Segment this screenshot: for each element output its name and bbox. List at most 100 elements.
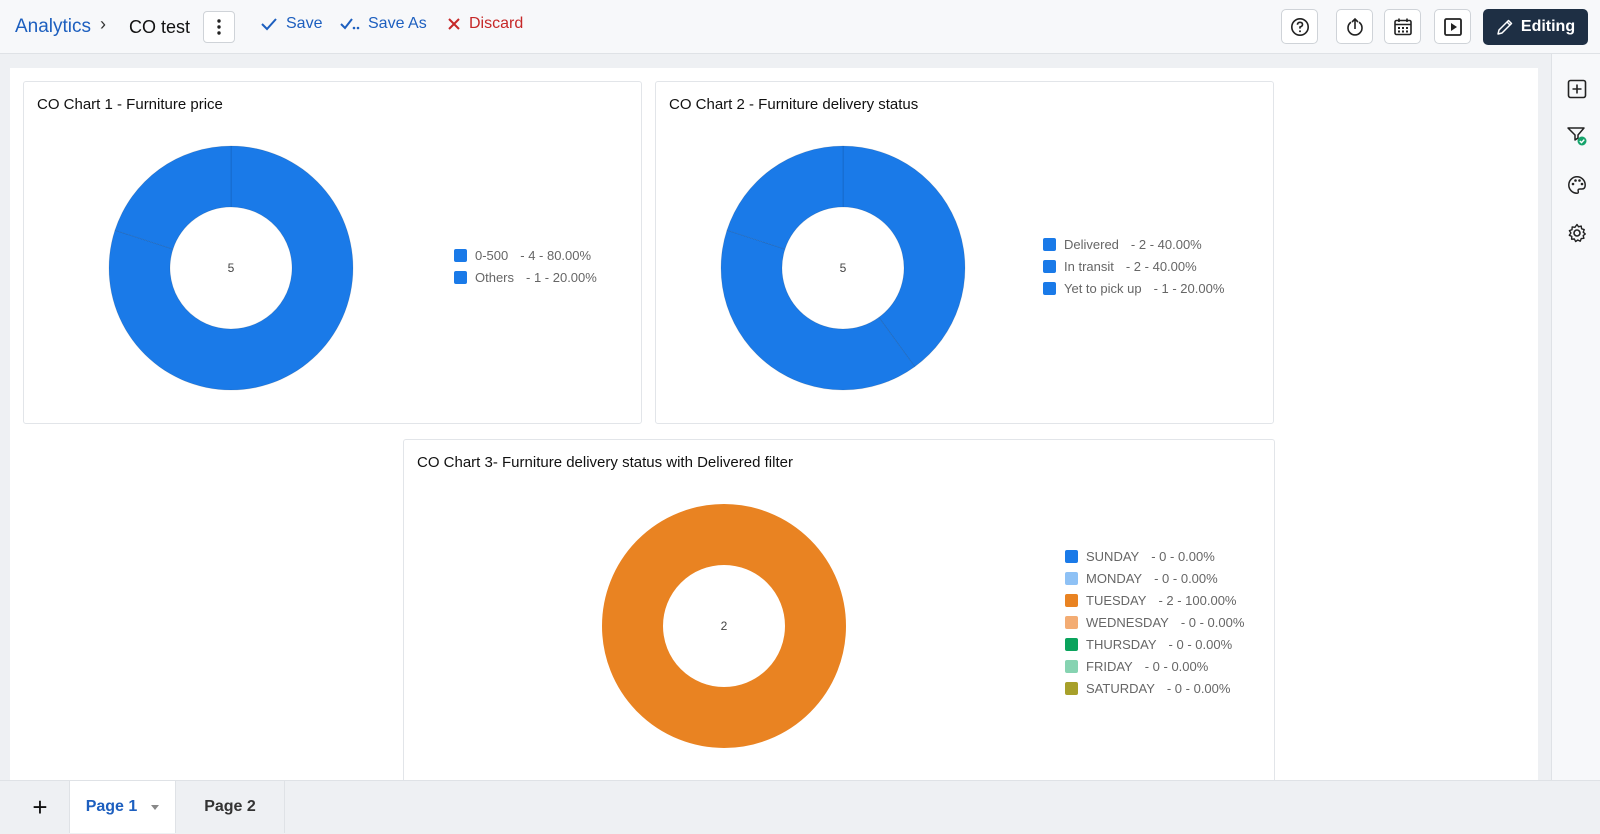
legend-swatch [1065, 681, 1078, 695]
chevron-down-icon[interactable] [151, 804, 160, 810]
legend-label: FRIDAY [1086, 658, 1133, 674]
legend-item[interactable]: SUNDAY - 0 - 0.00% [1065, 545, 1244, 567]
chart-legend-3: SUNDAY - 0 - 0.00% MONDAY - 0 - 0.00% TUESDA… [1065, 545, 1244, 699]
legend-value: - 0 - 0.00% [1144, 658, 1209, 674]
save-button[interactable]: Save [260, 15, 322, 33]
donut-center-total: 5 [228, 261, 235, 275]
tab-label: Page 1 [85, 798, 138, 815]
top-toolbar: Analytics › CO test Save Save As Discard… [0, 0, 1600, 54]
legend-swatch [1043, 259, 1056, 273]
palette-icon [1568, 176, 1586, 194]
chart-legend-2: Delivered - 2 - 40.00% In transit - 2 - 40.… [1043, 233, 1224, 299]
legend-label: In transit [1064, 258, 1114, 274]
legend-swatch [1065, 659, 1078, 673]
legend-swatch [1065, 593, 1078, 607]
check-dots-icon [340, 18, 360, 30]
dashboard-canvas: CO Chart 1 - Furniture price 5 0-500 - 4 … [10, 68, 1538, 784]
legend-value: - 2 - 40.00% [1125, 258, 1197, 274]
editing-mode-button[interactable]: Editing [1483, 9, 1588, 45]
legend-item[interactable]: TUESDAY - 2 - 100.00% [1065, 589, 1244, 611]
donut-center-total: 5 [840, 261, 847, 275]
donut-chart-1[interactable]: 5 [106, 143, 356, 393]
legend-swatch [1065, 637, 1078, 651]
save-as-label: Save As [368, 15, 427, 32]
editing-label: Editing [1520, 18, 1576, 35]
legend-item[interactable]: FRIDAY - 0 - 0.00% [1065, 655, 1244, 677]
legend-label: WEDNESDAY [1086, 614, 1169, 630]
legend-value: - 2 - 100.00% [1158, 592, 1237, 608]
help-button[interactable] [1281, 9, 1318, 44]
legend-item[interactable]: WEDNESDAY - 0 - 0.00% [1065, 611, 1244, 633]
legend-swatch [1043, 237, 1056, 251]
legend-label: TUESDAY [1086, 592, 1147, 608]
legend-item[interactable]: THURSDAY - 0 - 0.00% [1065, 633, 1244, 655]
add-widget-button[interactable] [1566, 78, 1588, 100]
donut-slice-0-500[interactable] [108, 145, 354, 391]
page-tabs-bar: + Page 1 Page 2 [0, 780, 1600, 834]
close-icon [448, 18, 460, 30]
donut-chart-3[interactable]: 2 [599, 501, 849, 751]
legend-label: SATURDAY [1086, 680, 1155, 696]
legend-item[interactable]: SATURDAY - 0 - 0.00% [1065, 677, 1244, 699]
legend-swatch [1065, 571, 1078, 585]
legend-value: - 0 - 0.00% [1154, 570, 1218, 586]
more-options-button[interactable] [203, 11, 235, 43]
tab-label: Page 2 [204, 798, 256, 815]
legend-label: 0-500 [475, 247, 509, 263]
save-as-button[interactable]: Save As [340, 15, 427, 33]
calendar-icon [1393, 18, 1412, 35]
chart-card-3[interactable]: CO Chart 3- Furniture delivery status wi… [403, 439, 1275, 784]
legend-item[interactable]: In transit - 2 - 40.00% [1043, 255, 1224, 277]
legend-value: - 0 - 0.00% [1166, 680, 1231, 696]
donut-chart-2[interactable]: 5 [718, 143, 968, 393]
tab-page-1[interactable]: Page 1 [69, 781, 176, 833]
donut-slice-others[interactable] [114, 145, 232, 250]
legend-swatch [454, 248, 467, 262]
filter-check-icon [1567, 127, 1587, 146]
legend-value: - 1 - 20.00% [1153, 280, 1225, 296]
add-widget-icon [1567, 79, 1587, 99]
upload-icon [1346, 17, 1363, 36]
publish-button[interactable] [1336, 9, 1373, 44]
breadcrumb-separator-icon: › [100, 14, 106, 34]
donut-slice-in-transit[interactable] [720, 229, 916, 391]
legend-swatch [454, 270, 467, 284]
donut-slice-yet-to-pick-up[interactable] [726, 145, 844, 250]
add-page-button[interactable]: + [32, 791, 48, 822]
page-title: CO test [129, 17, 191, 37]
discard-label: Discard [469, 15, 524, 32]
donut-slice-delivered[interactable] [842, 145, 966, 368]
kebab-menu-icon [217, 19, 221, 35]
donut-slice-tuesday[interactable] [602, 504, 846, 748]
checkmark-icon [261, 18, 277, 31]
theme-button[interactable] [1566, 174, 1588, 196]
legend-item[interactable]: MONDAY - 0 - 0.00% [1065, 567, 1244, 589]
settings-button[interactable] [1566, 222, 1588, 244]
legend-label: Yet to pick up [1064, 280, 1142, 296]
save-label: Save [286, 15, 323, 32]
legend-label: SUNDAY [1086, 548, 1140, 564]
filters-button[interactable] [1566, 125, 1588, 147]
legend-item[interactable]: Delivered - 2 - 40.00% [1043, 233, 1224, 255]
legend-label: Others [475, 269, 515, 285]
legend-swatch [1065, 615, 1078, 629]
right-tool-rail [1551, 54, 1600, 780]
legend-label: THURSDAY [1086, 636, 1157, 652]
legend-item[interactable]: Others - 1 - 20.00% [454, 266, 597, 288]
chart-card-1[interactable]: CO Chart 1 - Furniture price 5 0-500 - 4 … [23, 81, 642, 424]
donut-center-total: 2 [721, 619, 728, 633]
breadcrumb-analytics[interactable]: Analytics [15, 16, 92, 37]
chart-card-2[interactable]: CO Chart 2 - Furniture delivery status 5… [655, 81, 1274, 424]
legend-item[interactable]: 0-500 - 4 - 80.00% [454, 244, 597, 266]
legend-value: - 0 - 0.00% [1180, 614, 1245, 630]
legend-label: MONDAY [1086, 570, 1143, 586]
pencil-icon [1497, 19, 1513, 35]
settings-gear-icon [1568, 223, 1586, 243]
legend-label: Delivered [1064, 236, 1119, 252]
discard-button[interactable]: Discard [447, 15, 523, 33]
schedule-button[interactable] [1384, 9, 1421, 44]
chart-title: CO Chart 2 - Furniture delivery status [669, 96, 919, 113]
present-button[interactable] [1434, 9, 1471, 44]
tab-page-2[interactable]: Page 2 [176, 781, 285, 833]
legend-item[interactable]: Yet to pick up - 1 - 20.00% [1043, 277, 1224, 299]
